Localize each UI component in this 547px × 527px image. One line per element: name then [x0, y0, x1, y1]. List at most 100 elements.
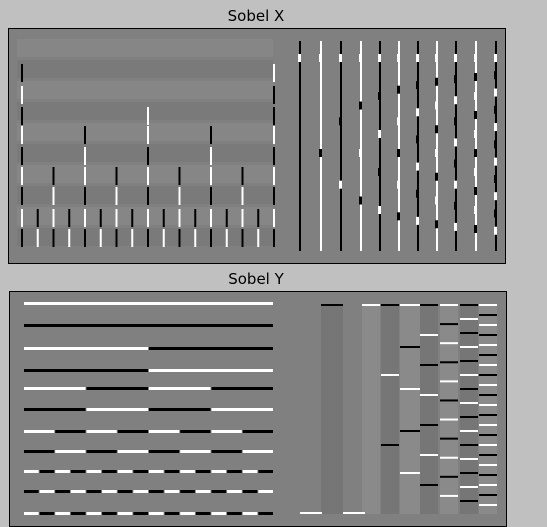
edge-notch: [454, 180, 457, 189]
edge-step: [321, 304, 343, 306]
edge-step: [479, 324, 497, 326]
edge-notch: [378, 54, 381, 62]
edge-tick: [147, 126, 149, 144]
edge-stroke: [70, 512, 86, 515]
edge-notch: [378, 92, 381, 100]
edge-notch: [494, 54, 497, 62]
edge-stroke: [164, 512, 180, 515]
edge-tick: [115, 229, 118, 247]
edge-stroke: [55, 450, 86, 453]
edge-notch: [378, 168, 381, 176]
edge-notch: [474, 187, 477, 195]
edge-stroke: [117, 430, 148, 433]
edge-stroke: [211, 470, 227, 473]
edge-tick: [21, 147, 23, 165]
edge-stroke: [180, 450, 211, 453]
edge-stroke: [227, 470, 242, 473]
edge-notch: [359, 101, 362, 110]
edge-stroke: [86, 408, 148, 411]
edge-step: [479, 454, 497, 456]
edge-tick: [21, 107, 23, 125]
edge-stroke: [24, 324, 273, 327]
edge-step: [460, 360, 478, 362]
edge-notch: [494, 71, 497, 80]
edge-stroke: [149, 387, 211, 390]
edge-step: [479, 354, 497, 356]
edge-tick: [210, 126, 212, 144]
edge-stroke: [242, 450, 273, 453]
edge-stroke: [211, 490, 227, 493]
column-band: [381, 304, 399, 514]
band: [17, 123, 273, 141]
edge-step: [479, 414, 497, 416]
edge-tick: [273, 167, 275, 185]
edge-tick: [147, 147, 149, 165]
edge-notch: [397, 54, 400, 62]
edge-tick: [273, 64, 275, 82]
edge-notch: [474, 130, 477, 138]
edge-stroke: [24, 450, 55, 453]
edge-line: [340, 41, 342, 251]
edge-line: [320, 41, 322, 251]
sobel-x-gradient-map: [17, 39, 497, 251]
edge-notch: [474, 168, 477, 176]
edge-notch: [416, 54, 419, 62]
edge-tick: [21, 209, 23, 227]
edge-notch: [397, 212, 400, 221]
edge-step: [460, 374, 478, 376]
edge-tick: [84, 209, 86, 227]
edge-notch: [474, 149, 477, 157]
edge-notch: [435, 196, 438, 205]
edge-tick: [84, 167, 86, 185]
edge-tick: [257, 209, 260, 227]
edge-notch: [416, 216, 419, 225]
edge-tick: [131, 209, 134, 227]
edge-stroke: [133, 470, 148, 473]
sobel-x-image: [8, 28, 506, 264]
edge-notch: [454, 138, 457, 147]
edge-stroke: [211, 512, 227, 515]
edge-tick: [178, 209, 181, 227]
edge-stroke: [180, 470, 195, 473]
edge-tick: [99, 229, 102, 247]
edge-step: [400, 472, 420, 474]
edge-notch: [339, 117, 342, 126]
edge-step: [420, 394, 438, 396]
edge-tick: [194, 229, 197, 247]
edge-step: [460, 332, 478, 334]
edge-stroke: [86, 387, 148, 390]
edge-stroke: [133, 512, 148, 515]
edge-step: [420, 484, 438, 486]
edge-stroke: [24, 490, 39, 493]
edge-notch: [474, 73, 477, 81]
edge-step: [479, 444, 497, 446]
edge-stroke: [86, 490, 102, 493]
edge-notch: [319, 149, 322, 157]
edge-stroke: [180, 512, 195, 515]
edge-step: [460, 500, 478, 502]
edge-stroke: [149, 490, 164, 493]
edge-notch: [474, 92, 477, 100]
edge-notch: [454, 159, 457, 168]
edge-tick: [194, 209, 197, 227]
edge-tick: [178, 187, 181, 205]
edge-notch: [397, 180, 400, 189]
edge-step: [440, 361, 458, 364]
edge-step: [440, 494, 458, 497]
edge-stroke: [24, 408, 86, 411]
edge-stroke: [39, 512, 55, 515]
edge-tick: [273, 86, 275, 104]
edge-notch: [474, 225, 477, 233]
edge-step: [440, 418, 458, 421]
edge-step: [479, 504, 497, 506]
edge-tick: [115, 167, 118, 185]
edge-notch: [435, 125, 438, 134]
edge-notch: [435, 77, 438, 86]
edge-stroke: [149, 470, 164, 473]
edge-tick: [273, 187, 275, 205]
sobel-y-title: Sobel Y: [228, 270, 284, 288]
edge-step: [460, 458, 478, 460]
edge-tick: [147, 209, 149, 227]
edge-stroke: [117, 512, 133, 515]
sobel-x-title: Sobel X: [227, 7, 285, 25]
